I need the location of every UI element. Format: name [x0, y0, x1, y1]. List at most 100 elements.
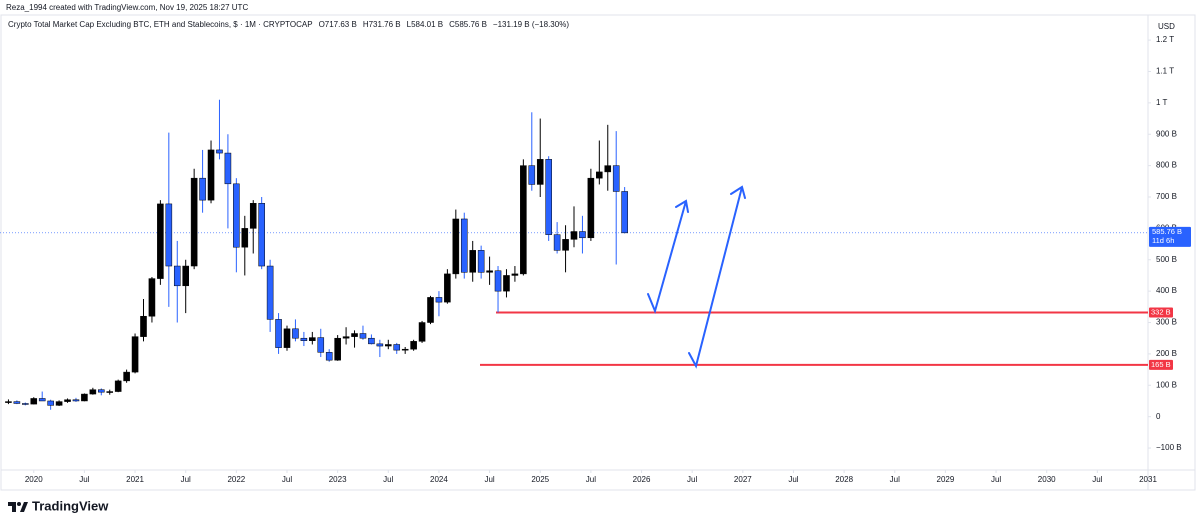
candle-body	[368, 337, 375, 345]
candle-body	[376, 343, 384, 347]
x-tick-label: Jul	[181, 475, 191, 484]
y-tick-label: 1.2 T	[1156, 35, 1174, 44]
candle-body	[5, 401, 12, 403]
x-tick-label: Jul	[586, 475, 596, 484]
candle-body	[604, 165, 612, 173]
candle-body	[452, 218, 460, 275]
y-tick-label: 400 B	[1156, 286, 1177, 295]
candle-body	[621, 191, 628, 234]
x-tick-label: 2031	[1139, 475, 1157, 484]
logo-mark	[8, 502, 16, 512]
arrow	[647, 199, 689, 315]
x-tick-label: Jul	[991, 475, 1001, 484]
candle-body	[427, 297, 434, 323]
currency: USD	[1158, 22, 1175, 31]
logo	[8, 502, 28, 512]
x-tick-label: Jul	[79, 475, 89, 484]
candle-body	[30, 398, 38, 405]
candle-body	[410, 341, 417, 350]
ohlc-value: −131.19 B (−18.30%)	[493, 20, 569, 29]
candle-body	[249, 203, 257, 229]
candle-body	[385, 344, 392, 347]
candle-body	[528, 165, 536, 185]
x-tick-label: 2025	[531, 475, 549, 484]
y-tick-label: 1 T	[1156, 98, 1168, 107]
candle-body	[325, 352, 333, 361]
candle-body	[309, 337, 316, 341]
x-tick-label: Jul	[687, 475, 697, 484]
x-tick-label: 2026	[633, 475, 651, 484]
candle-body	[292, 328, 299, 339]
y-tick-label: 300 B	[1156, 318, 1177, 327]
candle-body	[317, 337, 325, 353]
candle-body	[275, 319, 282, 348]
chart-frame	[0, 14, 1196, 491]
candle-body	[13, 401, 21, 404]
candle-body	[72, 399, 80, 402]
candle-body	[157, 203, 164, 279]
ohlc-value: H731.76 B	[363, 20, 401, 29]
arrow	[688, 185, 746, 369]
candle-body	[520, 165, 527, 275]
candle-body	[258, 203, 265, 267]
logo-mark	[20, 502, 28, 512]
candle-body	[114, 380, 122, 392]
x-tick-label: 2022	[227, 475, 245, 484]
candle-body	[148, 278, 156, 317]
candle-body	[207, 149, 215, 201]
candle-body	[165, 203, 173, 267]
candle-body	[579, 231, 586, 239]
candle-body	[359, 333, 367, 339]
ohlc-value: C585.76 B	[449, 20, 487, 29]
y-tick-label: 800 B	[1156, 161, 1177, 170]
candle-body	[342, 336, 350, 339]
candle-body	[106, 391, 114, 393]
countdown-label: 11d 6h	[1152, 236, 1174, 245]
brand: TradingView	[32, 498, 109, 513]
candle-body	[536, 159, 544, 185]
candle-body	[545, 159, 552, 235]
candle-body	[123, 371, 130, 382]
ohlc-value: L584.01 B	[407, 20, 443, 29]
candle-body	[190, 177, 198, 267]
candle-body	[64, 399, 71, 402]
candle-body	[570, 231, 578, 240]
x-tick-label: Jul	[788, 475, 798, 484]
x-tick-label: Jul	[1092, 475, 1102, 484]
candle-body	[224, 152, 232, 185]
candle-body	[47, 400, 54, 406]
candle-body	[140, 315, 147, 337]
candle-body	[596, 171, 603, 179]
candle-body	[334, 337, 341, 361]
candle-body	[393, 344, 401, 351]
logo-mark	[17, 502, 21, 506]
level-label: 165 B	[1151, 360, 1171, 369]
candle-body	[401, 348, 409, 351]
y-tick-label: 0	[1156, 412, 1161, 421]
candle-body	[494, 270, 502, 292]
candle-body	[216, 149, 223, 154]
x-tick-label: Jul	[282, 475, 292, 484]
last-price-label: 585.76 B	[1152, 227, 1182, 236]
candle-body	[435, 297, 443, 303]
y-tick-label: 900 B	[1156, 129, 1177, 138]
last-price-tag	[1149, 226, 1191, 247]
x-tick-label: 2028	[835, 475, 853, 484]
candle-body	[131, 336, 139, 373]
y-tick-label: 1.1 T	[1156, 67, 1174, 76]
y-tick-label: −100 B	[1156, 443, 1182, 452]
candle-body	[469, 250, 476, 273]
y-tick-label: 700 B	[1156, 192, 1177, 201]
candle-body	[233, 183, 240, 248]
x-tick-label: Jul	[383, 475, 393, 484]
x-tick-label: 2030	[1038, 475, 1056, 484]
candle-body	[22, 403, 29, 405]
x-tick-label: 2021	[126, 475, 144, 484]
credit: Reza_1994 created with TradingView.com, …	[6, 3, 248, 12]
candle-body	[173, 265, 181, 287]
chart-title: Crypto Total Market Cap Excluding BTC, E…	[8, 20, 313, 29]
x-tick-label: 2020	[25, 475, 43, 484]
